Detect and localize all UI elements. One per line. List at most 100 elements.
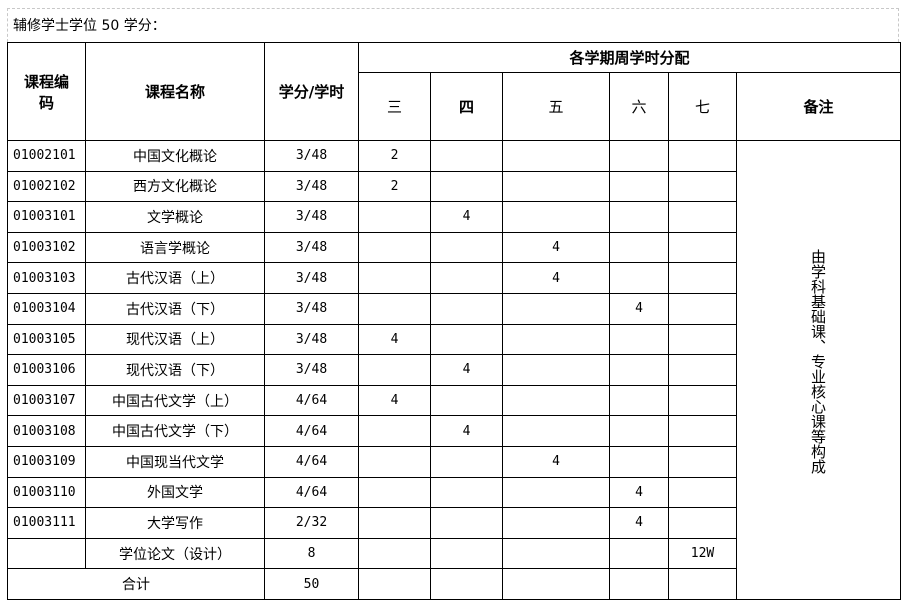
semester-hours: [430, 476, 503, 509]
semester-hours: 4: [609, 476, 669, 509]
semester-hours: [502, 568, 610, 600]
table-row: 01003111 大学写作 2/32 4: [7, 507, 901, 539]
header-remark: 备注: [735, 72, 902, 141]
course-credits: 3/48: [264, 231, 359, 264]
table-row: 01003108 中国古代文学（下） 4/64 4: [7, 415, 901, 447]
semester-hours: [430, 140, 503, 172]
semester-hours: 4: [502, 445, 610, 478]
course-code: 01002101: [7, 140, 86, 172]
semester-hours: [609, 415, 669, 447]
course-name: 中国古代文学（下）: [85, 415, 265, 447]
course-credits: 3/48: [264, 354, 359, 386]
semester-hours: [609, 201, 669, 233]
semester-hours: [358, 354, 431, 386]
course-credits: 4/64: [264, 415, 359, 447]
remark-text: 由学科基础课、专业核心课等构成: [809, 249, 828, 474]
course-name: 现代汉语（下）: [85, 354, 265, 386]
semester-hours: 2: [358, 140, 431, 172]
semester-hours: [668, 170, 737, 203]
semester-hours: [609, 231, 669, 264]
semester-hours: [430, 384, 503, 417]
semester-hours: [668, 354, 737, 386]
semester-hours: [358, 292, 431, 325]
table-caption: 辅修学士学位 50 学分：: [7, 8, 899, 42]
semester-hours: [609, 323, 669, 356]
semester-hours: [502, 201, 610, 233]
course-name: 文学概论: [85, 201, 265, 233]
semester-hours: [609, 170, 669, 203]
remark-cell: 由学科基础课、专业核心课等构成: [735, 140, 902, 600]
table-row: 01002101 中国文化概论 3/48 2 由学科基础课、专业核心课等构成: [7, 140, 902, 600]
semester-hours: [668, 323, 737, 356]
semester-hours: [358, 476, 431, 509]
semester-hours: [430, 537, 503, 570]
header-code: 课程编码: [7, 42, 86, 141]
course-credits: 3/48: [264, 292, 359, 325]
semester-hours: 4: [502, 231, 610, 264]
course-name: 中国现当代文学: [85, 445, 265, 478]
semester-hours: [668, 262, 737, 294]
semester-hours: [609, 384, 669, 417]
semester-hours: [430, 231, 503, 264]
table-row: 01003103 古代汉语（上） 3/48 4: [7, 262, 901, 294]
semester-hours: [430, 445, 503, 478]
header-semester-4: 四: [430, 72, 503, 141]
header-semester-6: 六: [609, 72, 669, 141]
course-name: 古代汉语（上）: [85, 262, 265, 294]
course-name: 西方文化概论: [85, 170, 265, 203]
semester-hours: [430, 292, 503, 325]
total-label: 合计: [7, 568, 265, 600]
course-credits: 3/48: [264, 170, 359, 203]
semester-hours: [668, 231, 737, 264]
course-credits: 3/48: [264, 140, 359, 172]
semester-hours: [668, 201, 737, 233]
semester-hours: [502, 415, 610, 447]
semester-hours: [609, 445, 669, 478]
course-credits: 3/48: [264, 262, 359, 294]
course-credits: 3/48: [264, 201, 359, 233]
table-row: 01003109 中国现当代文学 4/64 4: [7, 445, 901, 478]
semester-hours: [430, 262, 503, 294]
semester-hours: [502, 354, 610, 386]
course-name: 大学写作: [85, 507, 265, 539]
semester-hours: [668, 568, 737, 600]
course-code: 01003101: [7, 201, 86, 233]
semester-hours: [609, 262, 669, 294]
semester-hours: 4: [430, 201, 503, 233]
course-credits: 4/64: [264, 445, 359, 478]
semester-hours: [358, 262, 431, 294]
header-semester-7: 七: [668, 72, 737, 141]
semester-hours: 4: [430, 415, 503, 447]
semester-hours: 4: [358, 323, 431, 356]
semester-hours: [502, 476, 610, 509]
semester-hours: [358, 201, 431, 233]
course-name: 中国文化概论: [85, 140, 265, 172]
semester-hours: [668, 292, 737, 325]
course-table: 课程编码 课程名称 学分/学时 各学期周学时分配 三 四 五 六 七 备注 01…: [7, 42, 902, 600]
course-credits: 4/64: [264, 384, 359, 417]
semester-hours: 4: [430, 354, 503, 386]
semester-hours: [430, 568, 503, 600]
semester-hours: [358, 445, 431, 478]
semester-hours: 4: [609, 292, 669, 325]
semester-hours: [430, 170, 503, 203]
table-row: 01003101 文学概论 3/48 4: [7, 201, 901, 233]
course-code: 01003106: [7, 354, 86, 386]
semester-hours: [430, 507, 503, 539]
total-credits: 50: [264, 568, 359, 600]
semester-hours: [358, 537, 431, 570]
course-name: 学位论文（设计）: [85, 537, 265, 570]
header-credits: 学分/学时: [264, 42, 359, 141]
table-row: 01003105 现代汉语（上） 3/48 4: [7, 323, 901, 356]
semester-hours: [668, 384, 737, 417]
course-code: 01003111: [7, 507, 86, 539]
semester-hours: [502, 507, 610, 539]
course-code: 01003110: [7, 476, 86, 509]
course-code: 01003107: [7, 384, 86, 417]
semester-hours: [502, 140, 610, 172]
semester-hours: [668, 415, 737, 447]
semester-hours: [609, 140, 669, 172]
semester-hours: [358, 568, 431, 600]
table-row: 01003106 现代汉语（下） 3/48 4: [7, 354, 901, 386]
semester-hours: [358, 507, 431, 539]
